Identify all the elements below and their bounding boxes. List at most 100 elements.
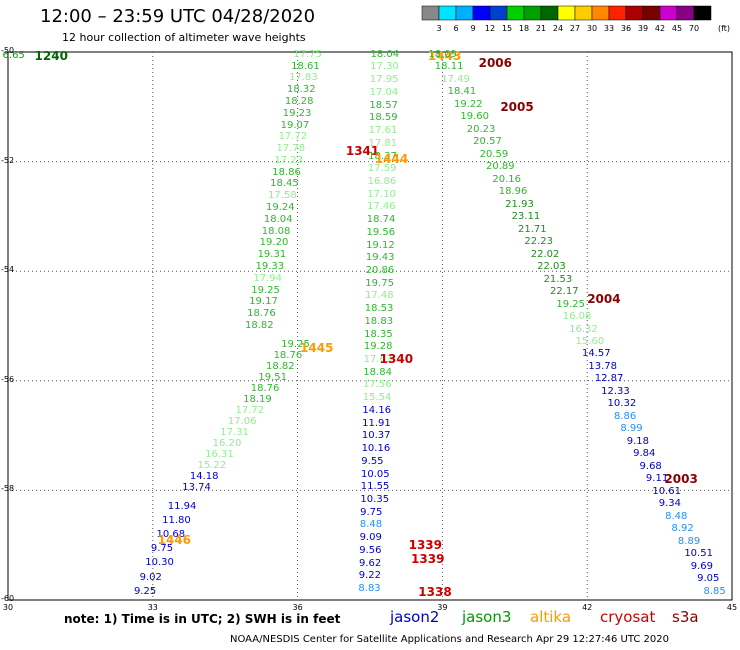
swh-value: 17.78 (276, 143, 306, 155)
swh-value: 10.30 (145, 557, 174, 569)
swh-value: 18.59 (369, 112, 398, 124)
swh-value: 11.91 (362, 417, 391, 429)
swh-value: 18.08 (261, 225, 291, 237)
credit-line: NOAA/NESDIS Center for Satellite Applica… (230, 634, 669, 645)
swh-value: 17.81 (368, 137, 398, 149)
swh-value: 20.89 (485, 161, 515, 173)
swh-value: 9.11 (645, 473, 669, 485)
satellite-legend-altika: altika (530, 608, 572, 626)
swh-value: 18.82 (265, 361, 295, 373)
satellite-legend-s3a: s3a (672, 608, 699, 626)
swh-value: 17.61 (368, 125, 398, 137)
swh-value: 18.04 (370, 48, 400, 60)
swh-value: 18.76 (273, 350, 303, 362)
swh-value: 8.92 (671, 523, 694, 535)
colorbar-swatch (472, 5, 491, 21)
colorbar-swatch (642, 5, 661, 21)
page-subtitle: 12 hour collection of altimeter wave hei… (62, 31, 306, 44)
swh-value: 9.55 (361, 455, 384, 467)
swh-value: 21.93 (505, 198, 534, 210)
swh-value: 18.57 (369, 99, 398, 111)
colorbar-swatch (591, 5, 610, 21)
swh-value: 18.09 (428, 48, 458, 60)
colorbar-label: 36 (620, 24, 632, 33)
swh-value: 17.95 (369, 74, 399, 86)
colorbar-label: 70 (688, 24, 700, 33)
swh-value: 10.68 (156, 529, 186, 541)
swh-value: 9.75 (150, 543, 174, 555)
lat-tick-label: -58 (1, 484, 15, 494)
swh-value: 23.11 (511, 211, 541, 223)
swh-value: 19.20 (259, 237, 289, 249)
swh-value: 16.32 (569, 323, 598, 335)
swh-value: 9.25 (133, 585, 157, 597)
colorbar-swatch (693, 5, 712, 21)
swh-value: 17.10 (367, 188, 396, 200)
lat-tick-label: -60 (1, 594, 15, 603)
lat-tick-label: -52 (1, 155, 15, 165)
colorbar-swatch (523, 5, 542, 21)
swh-value: 19.22 (453, 98, 483, 110)
swh-value: 21.53 (543, 273, 573, 285)
pass-time-label: 2006 (478, 55, 512, 70)
swh-value: 9.09 (359, 532, 382, 544)
swh-value: 11.55 (360, 481, 390, 493)
swh-value: 20.86 (365, 265, 395, 276)
swh-value: 19.33 (255, 261, 285, 273)
swh-value: 18.37 (368, 150, 397, 162)
swh-value: 8.89 (677, 535, 701, 547)
swh-value: 9.34 (658, 498, 681, 510)
swh-value: 10.37 (361, 430, 391, 442)
lon-tick-label: 39 (437, 603, 448, 612)
swh-value: 18.74 (366, 214, 396, 226)
swh-value: 17.04 (369, 86, 399, 98)
swh-value: 11.80 (162, 514, 191, 526)
colorbar-label: 6 (453, 24, 459, 33)
swh-value: 15.22 (197, 459, 227, 471)
colorbar-swatch (506, 5, 525, 21)
swh-value: 8.48 (359, 519, 383, 531)
swh-value: 22.23 (524, 236, 553, 248)
swh-value: 17.72 (235, 404, 265, 416)
swh-value: 20.23 (466, 123, 496, 135)
swh-value: 15.54 (362, 392, 392, 404)
swh-value: 13.74 (182, 481, 211, 493)
colorbar-label: 42 (654, 24, 666, 33)
swh-value: 19.25 (281, 339, 310, 351)
swh-value: 17.46 (367, 201, 396, 213)
swh-value: 16.86 (367, 175, 397, 187)
colorbar-swatch (574, 5, 593, 21)
swh-value: 8.86 (613, 410, 637, 422)
swh-value: 14.16 (362, 404, 392, 416)
colorbar-swatch (455, 5, 474, 21)
swh-value: 20.59 (479, 148, 509, 160)
lon-tick-label: 33 (147, 603, 158, 612)
swh-value: 19.25 (556, 298, 585, 310)
swh-value: 10.16 (361, 443, 391, 455)
swh-value: 6.65 (2, 50, 25, 62)
swh-value: 16.31 (205, 448, 234, 460)
swh-value: 19.60 (460, 111, 490, 123)
swh-value: 17.58 (268, 190, 297, 202)
colorbar-label: 9 (470, 24, 476, 33)
swh-value: 12.33 (601, 385, 630, 397)
swh-value: 9.75 (360, 506, 383, 518)
colorbar-swatch (438, 5, 457, 21)
swh-value: 8.48 (665, 510, 688, 522)
satellite-legend-cryosat: cryosat (600, 608, 656, 626)
swh-value: 9.62 (358, 557, 382, 569)
swh-value: 17.75 (293, 48, 322, 60)
satellite-legend-jason2: jason2 (390, 608, 440, 626)
lon-tick-label: 30 (2, 603, 14, 612)
swh-value: 10.32 (607, 398, 637, 410)
swh-value: 19.12 (366, 239, 395, 251)
swh-value: 19.28 (363, 341, 393, 353)
swh-value: 22.17 (549, 286, 579, 298)
colorbar-label: 21 (535, 24, 547, 33)
swh-value: 22.03 (537, 261, 566, 273)
swh-value: 9.22 (358, 570, 381, 582)
swh-value: 18.11 (434, 61, 464, 73)
colorbar-swatch (625, 5, 644, 21)
swh-value: 17.31 (220, 426, 249, 438)
swh-value: 18.76 (247, 308, 276, 320)
